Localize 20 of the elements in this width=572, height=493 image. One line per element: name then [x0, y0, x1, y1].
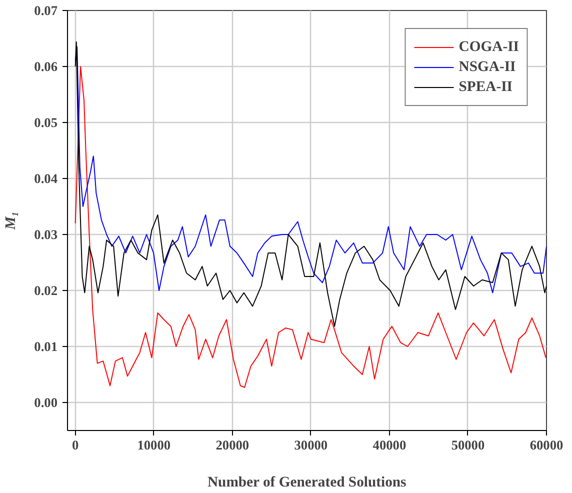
x-tick-label: 40000 — [372, 438, 406, 452]
y-tick-label: 0.05 — [34, 115, 58, 130]
y-tick-label: 0.07 — [34, 3, 58, 18]
y-tick-label: 0.00 — [34, 395, 58, 410]
y-tick-label: 0.03 — [34, 227, 58, 242]
y-tick-label: 0.01 — [34, 339, 58, 354]
x-tick-label: 0 — [72, 438, 80, 452]
legend-label: SPEA-II — [458, 78, 512, 96]
y-tick-label: 0.04 — [34, 171, 58, 186]
legend-label: COGA-II — [458, 38, 519, 56]
x-tick-label: 30000 — [294, 438, 328, 452]
y-tick-label: 0.02 — [34, 283, 58, 298]
x-axis-title: Number of Generated Solutions — [207, 474, 407, 490]
x-tick-label: 20000 — [216, 438, 250, 452]
y-tick-label: 0.06 — [34, 59, 58, 74]
x-tick-label: 10000 — [137, 438, 171, 452]
legend-label: NSGA-II — [458, 58, 516, 76]
x-tick-label: 50000 — [451, 438, 485, 452]
x-tick-label: 60000 — [530, 438, 564, 452]
y-axis-title: M₁ — [3, 211, 20, 231]
